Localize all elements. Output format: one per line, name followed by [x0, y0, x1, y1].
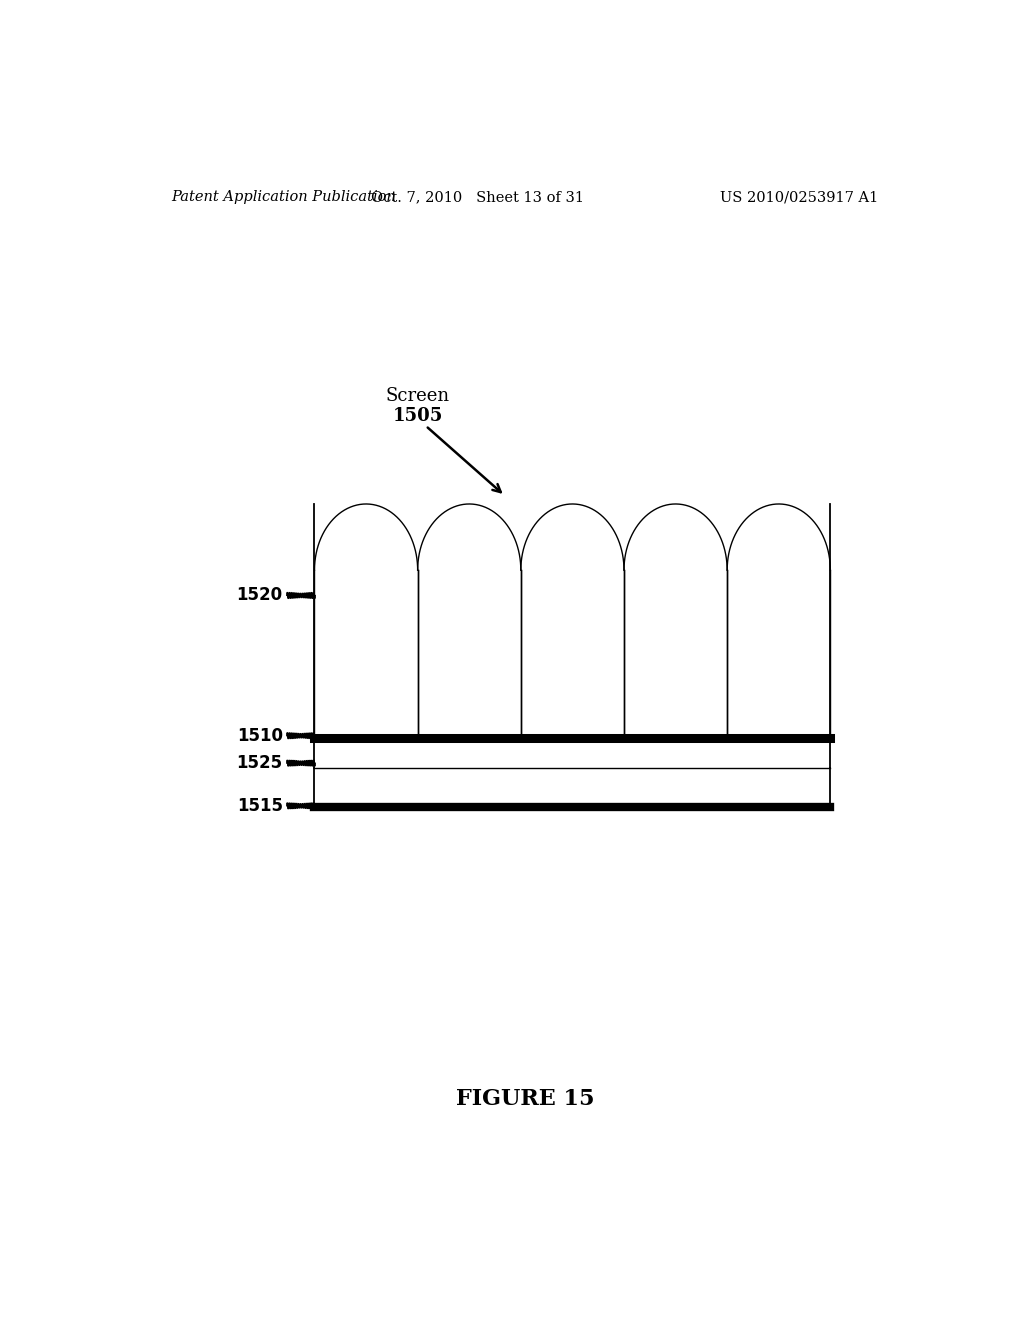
Text: FIGURE 15: FIGURE 15 — [456, 1088, 594, 1110]
Text: US 2010/0253917 A1: US 2010/0253917 A1 — [720, 190, 878, 205]
Text: 1520: 1520 — [237, 586, 283, 605]
Text: Screen: Screen — [386, 387, 450, 405]
Text: 1525: 1525 — [237, 754, 283, 772]
Text: Oct. 7, 2010   Sheet 13 of 31: Oct. 7, 2010 Sheet 13 of 31 — [371, 190, 584, 205]
Text: 1505: 1505 — [392, 408, 442, 425]
Text: 1515: 1515 — [237, 797, 283, 814]
Text: Patent Application Publication: Patent Application Publication — [172, 190, 396, 205]
Text: 1510: 1510 — [237, 727, 283, 744]
